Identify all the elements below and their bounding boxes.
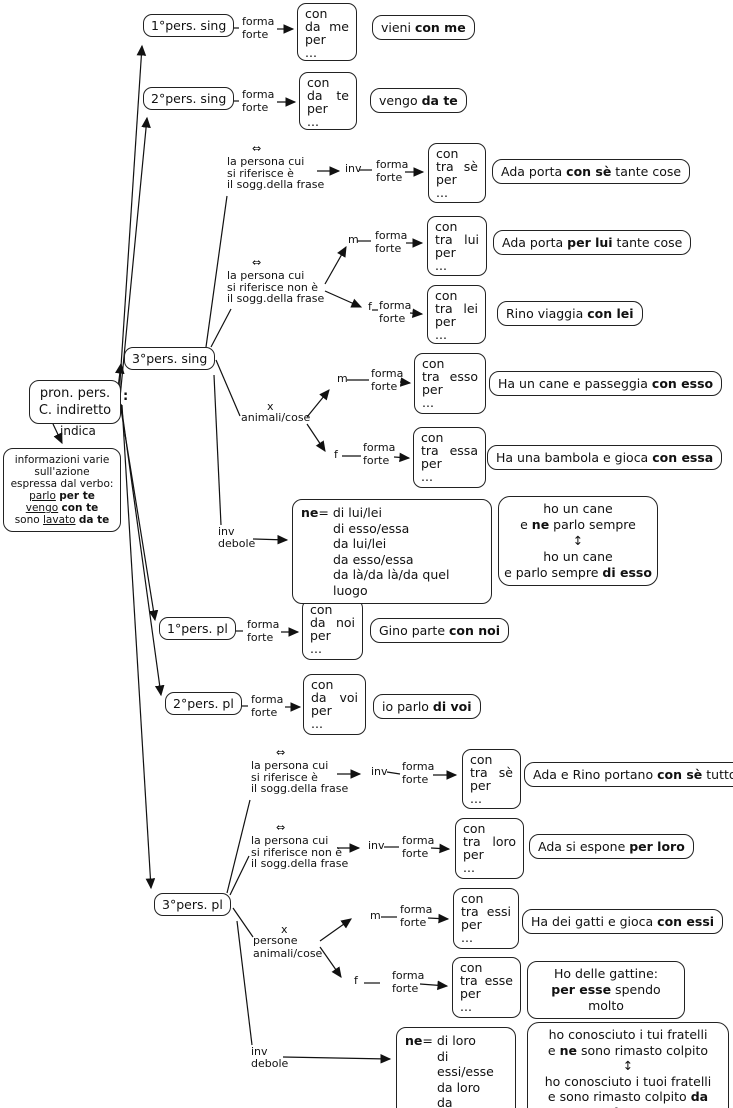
forma-forte-label: forma forte [392,969,425,995]
persone-label: persone [253,934,298,947]
info-example-2: vengo con te [25,502,99,514]
inv-label: inv [371,765,388,778]
forma-forte-label: forma forte [363,441,396,467]
feminine-label: f [368,300,372,313]
condition-subject-pl: ⇔ la persona cui si riferisce è il sogg.de… [251,746,349,795]
double-arrow-icon: ⇔ [276,821,286,834]
forma-forte-label: forma forte [242,88,275,114]
example-box-esso: Ha un cane e passeggia con esso [489,371,723,396]
masculine-label: m [348,233,359,246]
condition-subject-sing: ⇔ la persona cui si riferisce è il sogg.de… [227,142,325,191]
forma-forte-label: forma forte [376,158,409,184]
masculine-label: m [370,909,381,922]
form-box-loro: con tra per... loro [455,818,524,879]
form-box-me: con da per... me [297,3,357,61]
person-box-3sing: 3°pers. sing [124,347,216,370]
x-label: x [267,400,274,413]
example-box-esse: Ho delle gattine: per esse spendo molto [527,961,685,1019]
feminine-label: f [334,448,338,461]
example-box-essa: Ha una bambola e gioca con essa [487,445,723,470]
updown-arrow-icon: ↕ [622,1058,634,1073]
masculine-label: m [337,372,348,385]
example-box-lei: Rino viaggia con lei [497,301,643,326]
forma-forte-label: forma forte [375,229,408,255]
ne-definition-pl: ne= di loro di essi/esse da loro da essi… [396,1027,516,1108]
form-box-lui: con tra per... lui [427,216,487,276]
example-box-te: vengo da te [370,88,467,113]
comparison-box-sing: ho un cane e ne parlo sempre ↕ ho un can… [498,496,658,586]
comparison-box-pl: ho conosciuto i tui fratelli e ne sono r… [527,1022,729,1108]
forma-forte-label: forma forte [402,760,435,786]
form-box-se-sing: con tra per... sè [428,143,486,203]
double-arrow-icon: ⇔ [276,746,286,759]
person-box-3pl: 3°pers. pl [154,893,231,916]
info-box: informazioni varie sull'azione espressa … [3,448,121,532]
inv-debole-label: inv debole [251,1045,289,1070]
example-box-se-pl: Ada e Rino portano con sè tutto [524,762,733,787]
double-arrow-icon: ⇔ [252,142,262,155]
forma-forte-label: forma forte [251,693,284,719]
forma-forte-label: forma forte [242,15,275,41]
example-box-voi: io parlo di voi [373,694,481,719]
form-box-lei: con tra per... lei [427,285,486,344]
inv-debole-label: inv debole [218,525,256,550]
person-box-1pl: 1°pers. pl [159,617,236,640]
x-label: x [281,923,288,936]
feminine-label: f [354,974,358,987]
person-box-1sing: 1°pers. sing [143,14,235,37]
forma-forte-label: forma forte [247,618,280,644]
form-box-essi: con tra per... essi [453,888,519,949]
forma-forte-label: forma forte [371,367,404,393]
animali-cose-label: animali/cose [241,411,311,424]
form-box-noi: con da per... noi [302,599,363,660]
condition-nonsubject-pl: ⇔ la persona cui si riferisce non è il sog… [251,821,349,870]
example-box-lui: Ada porta per lui tante cose [493,230,692,255]
example-box-se-sing: Ada porta con sè tante cose [492,159,691,184]
inv-label: inv [368,839,385,852]
main-topic-box: pron. pers. C. indiretto [29,380,121,424]
form-box-essa: con tra per... essa [413,427,486,488]
form-box-esse: con tra per... esse [452,957,521,1018]
example-box-essi: Ha dei gatti e gioca con essi [522,909,724,934]
form-box-esso: con tra per... esso [414,353,486,414]
info-example-3: sono lavato da te [14,514,110,526]
forma-forte-label: forma forte [379,299,412,325]
form-box-se-pl: con tra per... sè [462,749,521,809]
forma-forte-label: forma forte [402,834,435,860]
person-box-2pl: 2°pers. pl [165,692,242,715]
condition-nonsubject-sing: ⇔ la persona cui si riferisce non è il sog… [227,256,325,305]
branch-lines [205,24,458,1064]
example-box-loro: Ada si espone per loro [529,834,694,859]
form-box-voi: con da per... voi [303,674,366,735]
forma-forte-label: forma forte [400,903,433,929]
ne-definition-sing: ne= di lui/lei di esso/essa da lui/lei d… [292,499,492,604]
indica-label: indica [60,424,96,438]
person-box-2sing: 2°pers. sing [143,87,235,110]
form-box-te: con da per... te [299,72,357,130]
animali-cose-label: animali/cose [253,947,323,960]
updown-arrow-icon: ↕ [572,533,584,548]
inv-label: inv [345,162,362,175]
example-box-me: vieni con me [372,15,475,40]
info-example-1: parlo per te [29,490,95,502]
double-arrow-icon: ⇔ [252,256,262,269]
example-box-noi: Gino parte con noi [370,618,510,643]
hub-colon: : [123,389,129,404]
